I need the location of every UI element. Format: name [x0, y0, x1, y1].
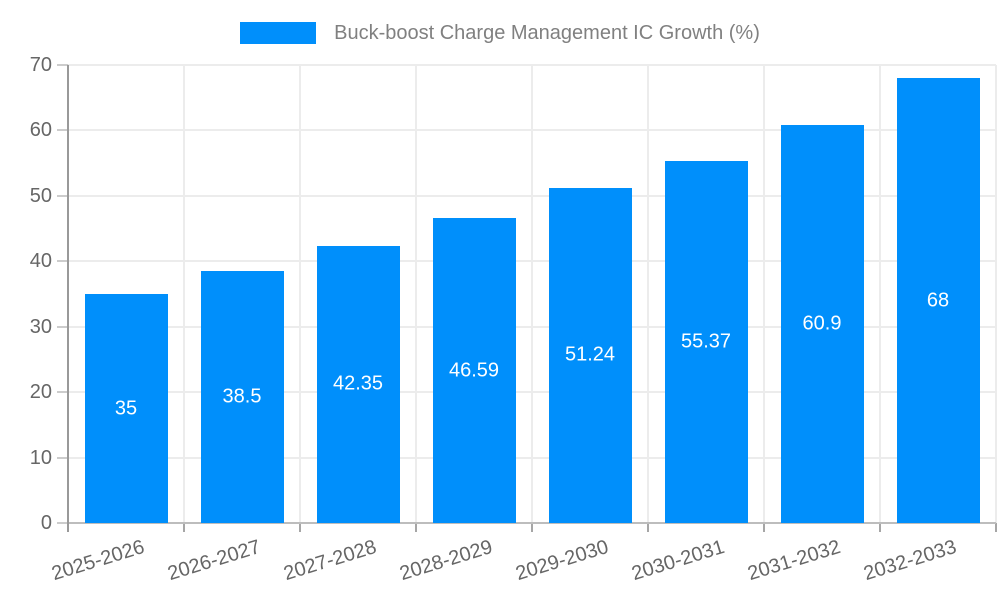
bar[interactable]: 60.9 [780, 124, 864, 523]
y-axis-tick-label: 30 [29, 315, 52, 338]
y-axis-tick-label: 50 [29, 184, 52, 207]
x-axis-tick-mark [531, 523, 533, 532]
bar[interactable]: 46.59 [432, 218, 516, 523]
x-axis-tick-mark [299, 523, 301, 532]
x-axis-tick-mark [763, 523, 765, 532]
bar-value-label: 51.24 [564, 343, 616, 366]
gridline-vertical [183, 65, 185, 523]
y-axis-tick-mark [57, 325, 68, 328]
y-axis-tick-mark [57, 129, 68, 132]
bar[interactable]: 35 [84, 294, 168, 523]
bar-value-label: 46.59 [448, 359, 500, 382]
y-axis-tick-label: 20 [29, 381, 52, 404]
y-axis-tick-mark [57, 522, 68, 524]
y-axis-tick-label: 60 [29, 119, 52, 142]
x-axis-tick-label: 2031-2032 [745, 536, 844, 586]
bar-value-label: 55.37 [680, 330, 732, 353]
legend[interactable]: Buck-boost Charge Management IC Growth (… [0, 20, 1000, 46]
x-axis-tick-label: 2028-2029 [397, 536, 496, 586]
gridline-vertical [995, 65, 997, 523]
y-axis-tick-mark [57, 456, 68, 459]
x-axis-tick-mark [995, 523, 997, 532]
gridline-vertical [647, 65, 649, 523]
bar[interactable]: 51.24 [548, 187, 632, 523]
y-axis-tick-mark [57, 194, 68, 197]
bar-value-label: 68 [926, 289, 950, 312]
x-axis-tick-mark [183, 523, 185, 532]
bar-value-label: 60.9 [802, 312, 842, 335]
bar[interactable]: 68 [896, 78, 980, 523]
bar-value-label: 35 [114, 397, 138, 419]
gridline-vertical [299, 65, 301, 523]
x-axis-tick-label: 2027-2028 [281, 536, 380, 586]
bar[interactable]: 55.37 [664, 160, 748, 523]
x-axis-tick-label: 2026-2027 [165, 536, 264, 586]
gridline-vertical [531, 65, 533, 523]
y-axis-tick-label: 10 [29, 446, 52, 469]
y-axis-tick-mark [57, 260, 68, 263]
y-axis-line [67, 65, 69, 532]
x-axis-tick-label: 2029-2030 [513, 536, 612, 586]
bar[interactable]: 42.35 [316, 245, 400, 523]
gridline-vertical [763, 65, 765, 523]
x-axis-tick-label: 2032-2033 [861, 536, 960, 586]
x-axis-tick-mark [415, 523, 417, 532]
legend-swatch-icon [240, 22, 317, 44]
x-axis-tick-label: 2030-2031 [629, 536, 728, 586]
gridline-vertical [879, 65, 881, 523]
x-axis-tick-label: 2025-2026 [49, 536, 148, 586]
bar-value-label: 42.35 [332, 372, 384, 395]
y-axis-tick-mark [57, 64, 68, 66]
x-axis-line [68, 522, 996, 524]
x-axis-tick-mark [647, 523, 649, 532]
legend-label: Buck-boost Charge Management IC Growth (… [334, 21, 760, 44]
y-axis-tick-label: 0 [40, 512, 52, 534]
y-axis-tick-mark [57, 391, 68, 394]
bar[interactable]: 38.5 [200, 271, 284, 523]
y-axis-tick-label: 40 [29, 250, 52, 273]
y-axis-tick-label: 70 [29, 54, 52, 76]
gridline-vertical [415, 65, 417, 523]
bar-value-label: 38.5 [222, 385, 262, 408]
x-axis-tick-mark [879, 523, 881, 532]
